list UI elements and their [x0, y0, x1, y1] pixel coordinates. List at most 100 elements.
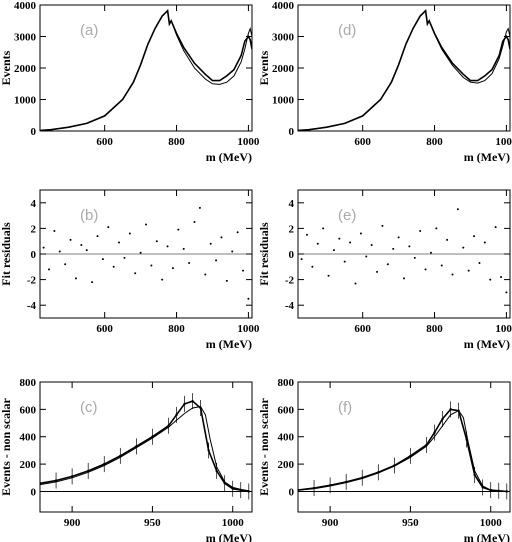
residual-point — [500, 276, 503, 279]
data-point — [40, 482, 42, 485]
panel-a: 600 800 1000 0 1000 2000 3000 4000 m (MeV) Events… — [0, 0, 260, 164]
data-point — [183, 402, 186, 406]
residual-point — [215, 259, 218, 262]
y-axis-title: Events - non scalar — [257, 397, 271, 495]
data-point — [441, 417, 444, 421]
x-axis-title: m (MeV) — [464, 150, 510, 164]
residual-point — [338, 237, 341, 240]
y-tick-label: 4 — [31, 198, 37, 210]
residual-point — [300, 258, 303, 261]
residual-point — [182, 247, 185, 250]
data-point — [54, 479, 58, 482]
residual-point — [64, 263, 67, 266]
residual-point — [53, 229, 56, 232]
residual-point — [413, 256, 416, 259]
residual-point — [381, 224, 384, 227]
y-tick-label: 400 — [278, 432, 295, 444]
x-tick-label: 900 — [322, 517, 339, 529]
y-axis-title: Fit residuals — [257, 222, 271, 286]
panel-b: 600 800 1000 -4 -2 0 2 4 m (MeV) Fit residuals (b) — [0, 189, 260, 351]
residual-point — [305, 233, 308, 236]
residual-point — [161, 278, 164, 281]
plot-frame — [297, 381, 511, 513]
residual-point — [467, 269, 470, 272]
residual-point — [316, 242, 319, 245]
residual-point — [403, 277, 405, 280]
y-tick-label: -2 — [27, 275, 37, 287]
series-fit — [40, 9, 252, 131]
x-axis-title: m (MeV) — [464, 337, 510, 351]
residual-point — [242, 269, 245, 272]
x-tick-label: 600 — [96, 136, 113, 148]
panel-letter: (c) — [80, 399, 98, 416]
residual-point — [386, 263, 389, 266]
residual-point — [166, 245, 169, 248]
x-tick-label: 950 — [144, 517, 161, 529]
series-fit — [298, 9, 510, 131]
residual-point — [359, 232, 362, 235]
residual-point — [128, 232, 131, 235]
residual-point — [107, 226, 110, 229]
x-axis-title: m (MeV) — [206, 337, 252, 351]
y-tick-label: 3000 — [14, 32, 37, 44]
plot-frame — [297, 4, 511, 132]
residual-point — [225, 279, 228, 282]
residual-point — [101, 258, 104, 261]
residual-point — [424, 268, 427, 271]
residual-point — [96, 235, 99, 238]
data-point — [191, 399, 194, 403]
data-point — [207, 449, 210, 452]
y-tick-label: 200 — [278, 459, 295, 471]
residual-point — [322, 227, 325, 230]
x-axis-title: m (MeV) — [206, 531, 252, 542]
y-tick-label: 800 — [278, 377, 295, 389]
x-tick-label: 1000 — [237, 323, 260, 335]
residual-point — [354, 282, 357, 285]
data-point — [215, 469, 218, 473]
residual-point — [462, 246, 465, 249]
panel-e: 600 800 1000 -4 -2 0 2 4 m (MeV) Fit residuals (e) — [257, 189, 512, 351]
y-tick-label: 4000 — [14, 0, 37, 12]
y-tick-label: 2 — [289, 223, 295, 235]
y-tick-label: 800 — [20, 377, 37, 389]
y-tick-label: -4 — [27, 300, 37, 312]
residual-point — [327, 274, 330, 277]
y-tick-label: 3000 — [272, 32, 295, 44]
residual-point — [489, 278, 492, 281]
residual-point — [397, 236, 400, 239]
y-tick-label: 0 — [289, 126, 295, 138]
y-tick-label: 4000 — [272, 0, 295, 12]
residual-point — [139, 251, 142, 254]
y-tick-label: -2 — [285, 275, 295, 287]
residual-point — [231, 250, 234, 253]
plot-area — [298, 9, 510, 131]
y-tick-label: 2000 — [272, 63, 295, 75]
residual-point — [311, 265, 314, 268]
residual-point — [343, 260, 346, 263]
residual-point — [451, 273, 454, 276]
residual-point — [376, 270, 379, 273]
plot-area — [40, 206, 252, 300]
x-tick-label: 600 — [354, 136, 371, 148]
data-point — [175, 413, 178, 417]
series-data — [298, 9, 510, 131]
panel-c: 900 950 1000 0 200 400 600 800 m (MeV) Events - n… — [0, 377, 253, 542]
series-data — [40, 9, 252, 131]
residual-point — [155, 240, 158, 243]
x-tick-label: 600 — [354, 323, 371, 335]
residual-point — [435, 227, 438, 230]
residual-point — [478, 261, 481, 264]
x-tick-label: 1000 — [495, 136, 512, 148]
residual-point — [456, 208, 459, 211]
data-point — [231, 487, 234, 490]
data-point — [70, 475, 74, 478]
y-tick-label: 600 — [278, 404, 295, 416]
residual-point — [429, 251, 432, 254]
plot-area — [40, 9, 252, 131]
residual-point — [42, 246, 45, 249]
y-tick-label: 600 — [20, 404, 37, 416]
series-fit — [298, 410, 507, 492]
series-fit — [40, 406, 249, 492]
residual-point — [171, 267, 174, 270]
